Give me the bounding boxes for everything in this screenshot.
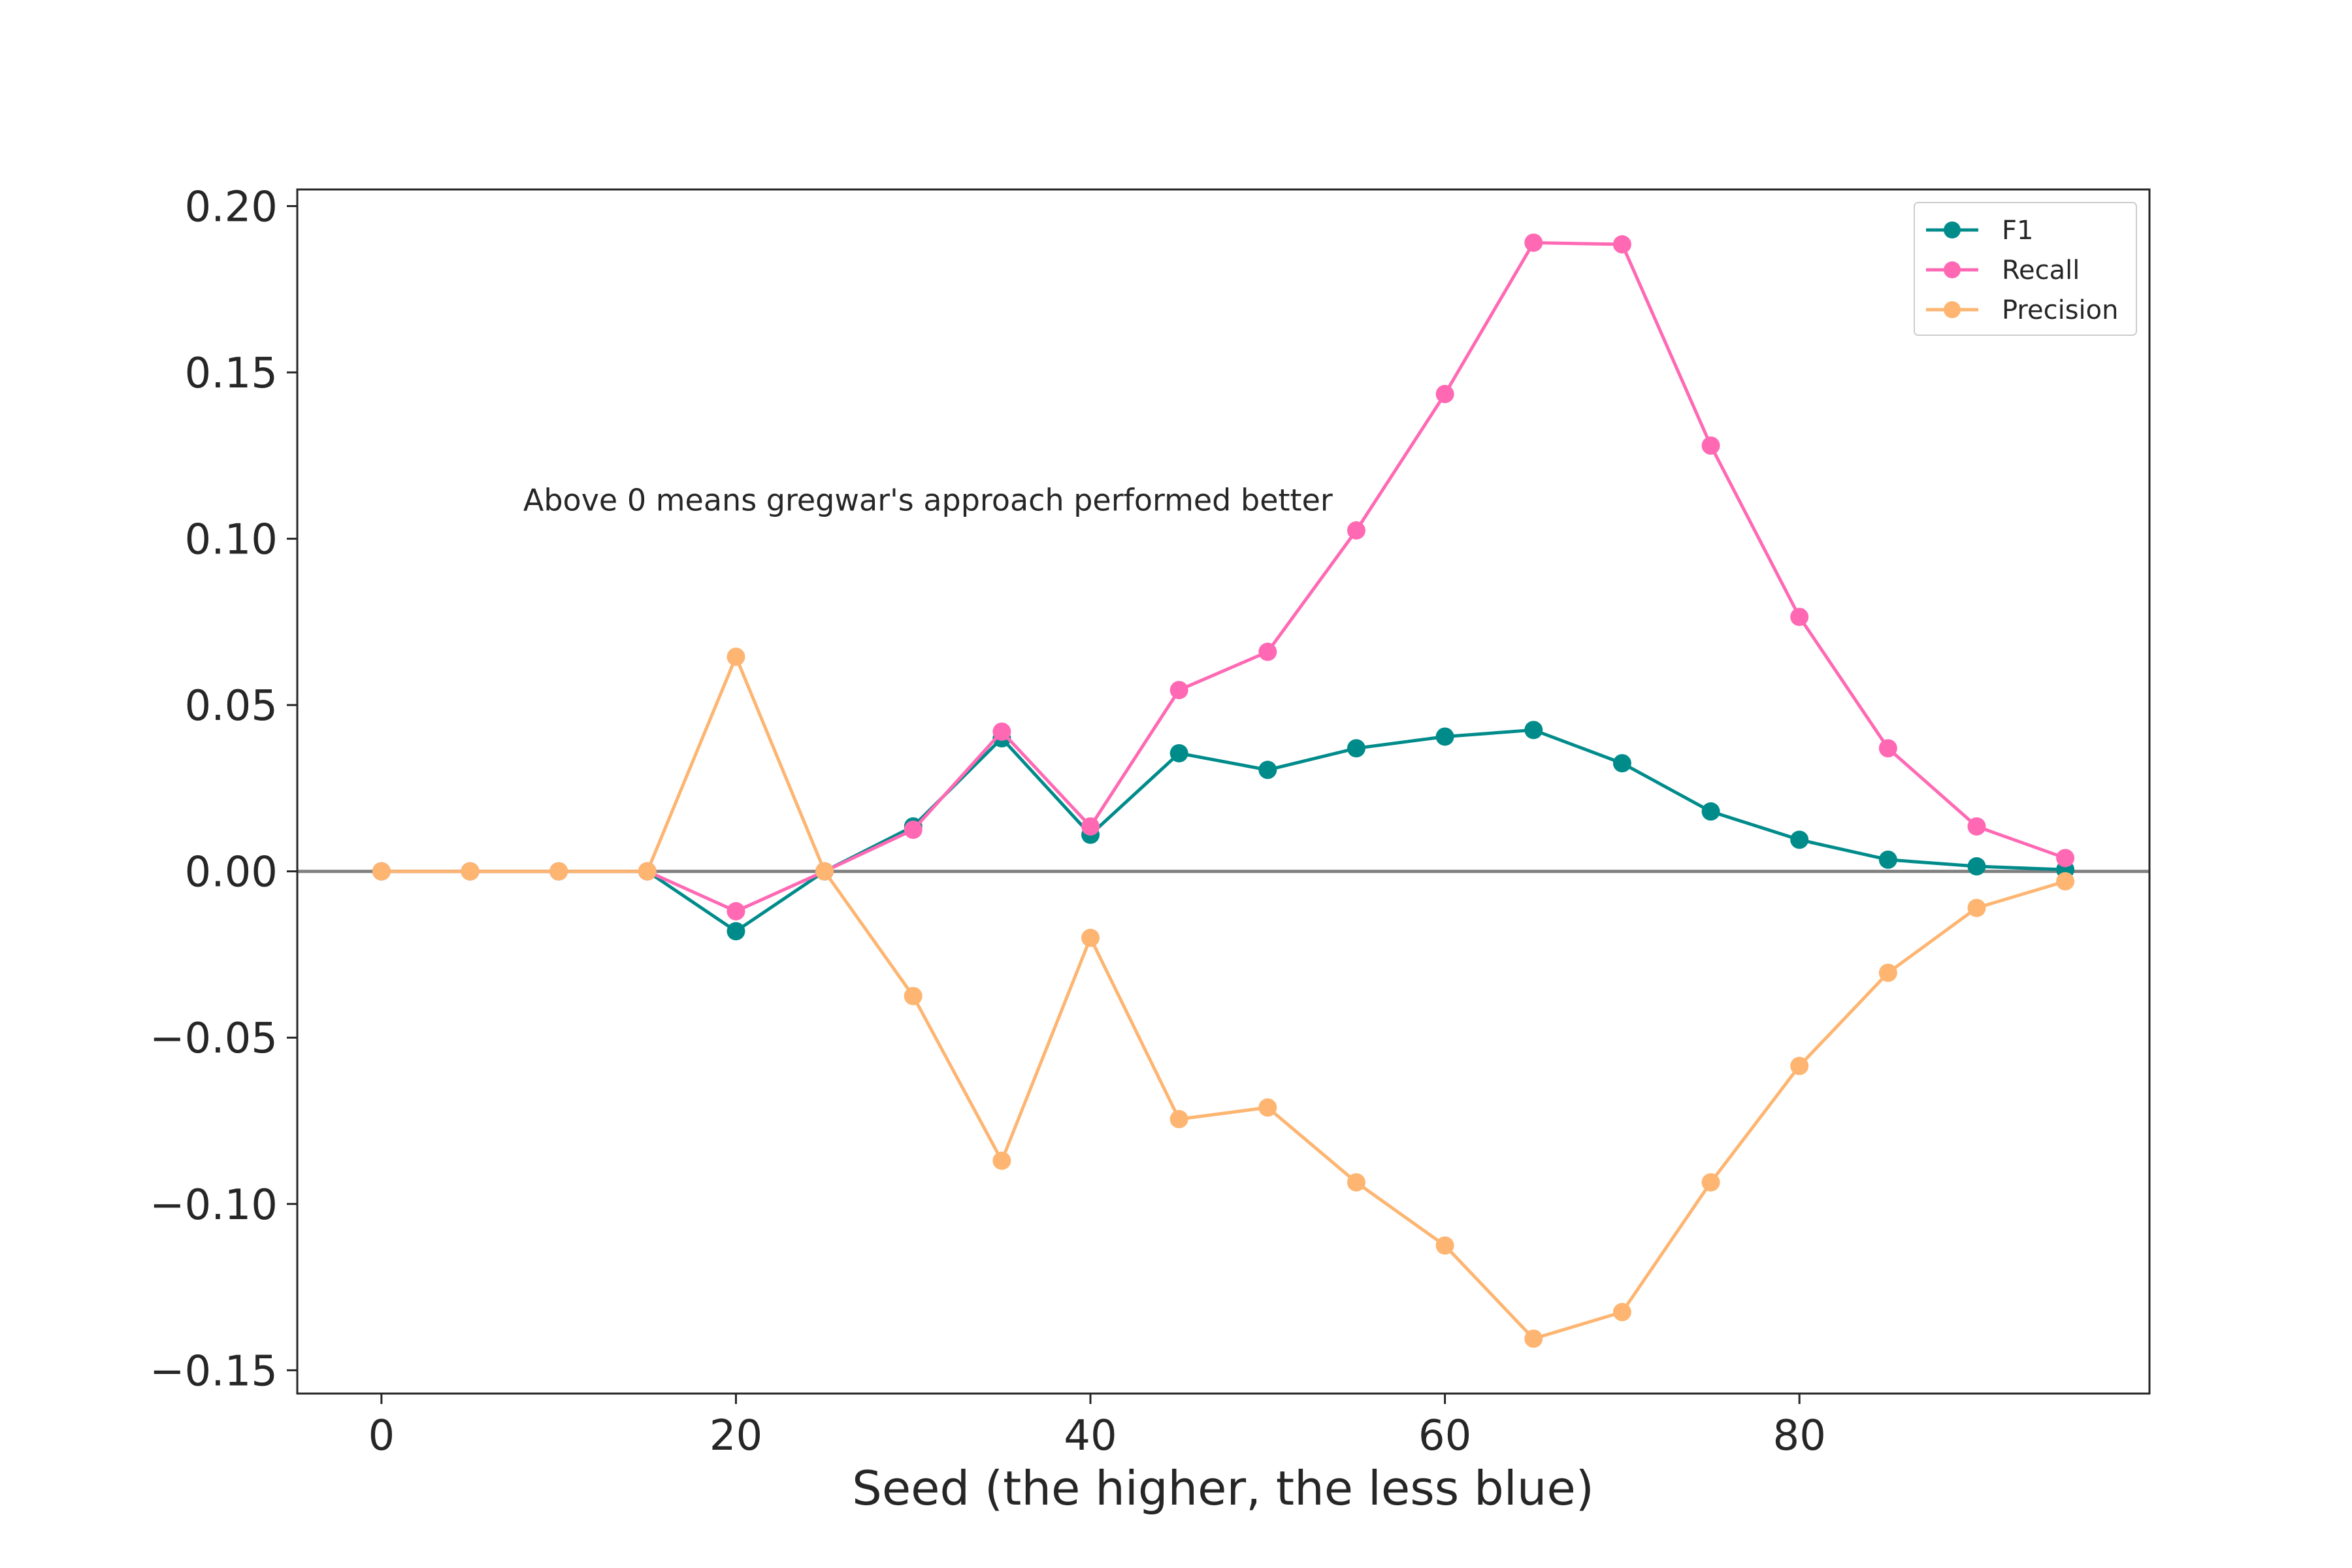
data-point-precision xyxy=(727,647,745,666)
y-tick-label: −0.15 xyxy=(150,1347,278,1396)
data-point-f1 xyxy=(1524,721,1543,740)
y-tick-label: 0.05 xyxy=(185,682,278,730)
legend: F1 Recall Precision xyxy=(1914,202,2137,336)
data-point-recall xyxy=(1878,739,1897,758)
legend-item-f1: F1 xyxy=(1926,216,2033,246)
data-point-f1 xyxy=(1258,760,1277,779)
plot-frame xyxy=(296,188,2151,1395)
x-tick-label: 80 xyxy=(1772,1412,1825,1460)
data-point-recall xyxy=(1967,817,1986,836)
data-point-recall xyxy=(1347,521,1365,540)
x-tick-label: 60 xyxy=(1418,1412,1471,1460)
data-point-precision xyxy=(1878,963,1897,982)
data-point-precision xyxy=(549,862,568,881)
data-point-recall xyxy=(1701,436,1720,455)
y-tick-label: 0.20 xyxy=(185,183,278,231)
data-point-recall xyxy=(1258,642,1277,661)
y-tick-label: 0.10 xyxy=(185,516,278,564)
data-point-recall xyxy=(1524,233,1543,252)
plot-content xyxy=(297,233,2149,1348)
legend-label-recall: Recall xyxy=(2002,255,2080,286)
data-point-recall xyxy=(2056,849,2075,868)
data-point-precision xyxy=(1790,1056,1809,1075)
data-point-recall xyxy=(1612,235,1631,254)
data-point-f1 xyxy=(1967,857,1986,876)
data-point-f1 xyxy=(727,922,745,941)
data-point-precision xyxy=(372,862,391,881)
data-point-precision xyxy=(1347,1173,1365,1192)
data-point-precision xyxy=(1967,898,1986,917)
data-point-f1 xyxy=(1435,727,1454,746)
series-line-recall xyxy=(380,240,2067,913)
data-point-f1 xyxy=(1347,739,1365,758)
data-point-precision xyxy=(1258,1098,1277,1117)
data-point-recall xyxy=(904,821,923,840)
y-tick-label: 0.00 xyxy=(185,849,278,897)
legend-marker-precision xyxy=(1944,301,1961,318)
data-point-f1 xyxy=(1790,830,1809,849)
y-tick-label: −0.10 xyxy=(150,1181,278,1230)
annotation-text: Above 0 means gregwar's approach perform… xyxy=(523,483,1333,518)
data-point-recall xyxy=(1169,681,1188,700)
data-point-precision xyxy=(1081,928,1100,947)
axis-ticks: 0 20 40 60 80 0.20 0.15 0.10 0.05 0.00 −0.05 −0.10 −… xyxy=(150,183,1826,1460)
x-tick-label: 40 xyxy=(1064,1412,1117,1460)
data-point-precision xyxy=(904,987,923,1005)
data-point-precision xyxy=(1435,1236,1454,1255)
data-point-precision xyxy=(2056,872,2075,890)
data-point-precision xyxy=(461,862,480,881)
series-line-precision xyxy=(380,655,2067,1341)
annotations: Above 0 means gregwar's approach perform… xyxy=(523,483,1333,518)
data-point-precision xyxy=(1612,1303,1631,1322)
data-point-recall xyxy=(992,722,1011,741)
data-point-precision xyxy=(1169,1109,1188,1128)
data-point-precision xyxy=(1524,1329,1543,1348)
data-point-precision xyxy=(815,862,834,881)
legend-marker-recall xyxy=(1944,261,1961,278)
legend-label-precision: Precision xyxy=(2002,295,2118,325)
legend-marker-f1 xyxy=(1944,221,1961,238)
series-precision xyxy=(372,647,2075,1348)
data-point-precision xyxy=(992,1151,1011,1170)
data-point-precision xyxy=(638,862,657,881)
x-axis-label: Seed (the higher, the less blue) xyxy=(852,1461,1594,1516)
x-tick-label: 20 xyxy=(710,1412,762,1460)
legend-item-recall: Recall xyxy=(1926,255,2080,286)
legend-item-precision: Precision xyxy=(1926,295,2118,325)
legend-label-f1: F1 xyxy=(2002,216,2033,246)
data-point-precision xyxy=(1701,1173,1720,1192)
legend-box xyxy=(1914,202,2137,336)
data-point-f1 xyxy=(1878,850,1897,869)
data-point-f1 xyxy=(1701,802,1720,821)
data-point-f1 xyxy=(1612,754,1631,773)
series-line-f1 xyxy=(380,728,2067,933)
y-tick-label: −0.05 xyxy=(150,1015,278,1063)
x-tick-label: 0 xyxy=(368,1412,395,1460)
y-tick-label: 0.15 xyxy=(185,350,278,398)
data-point-recall xyxy=(1435,385,1454,404)
data-point-recall xyxy=(1081,817,1100,836)
data-point-recall xyxy=(727,902,745,921)
data-point-recall xyxy=(1790,608,1809,627)
data-point-f1 xyxy=(1169,743,1188,762)
